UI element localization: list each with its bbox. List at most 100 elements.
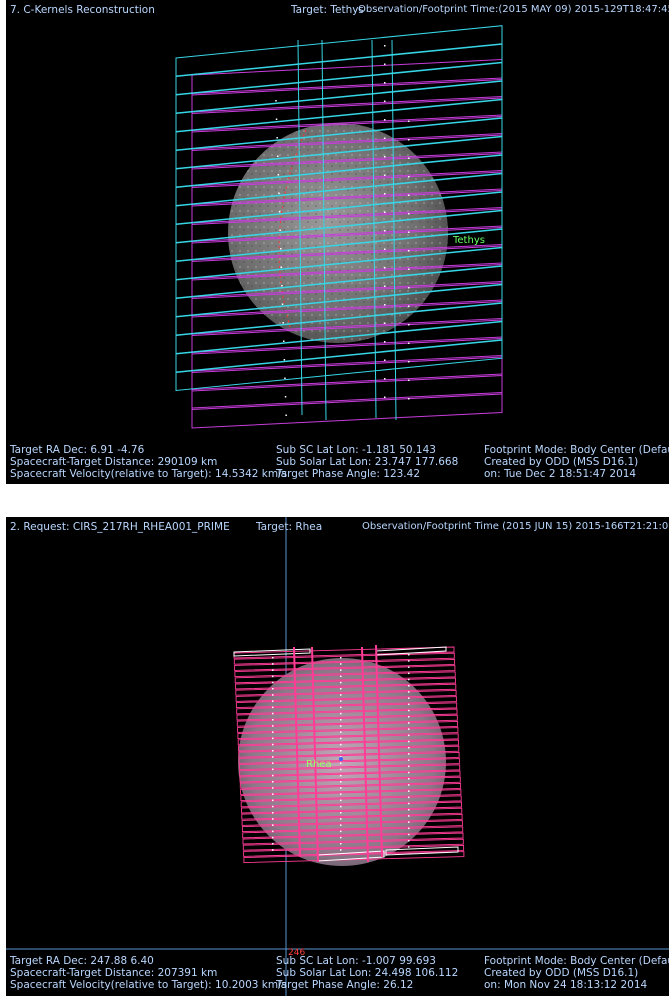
- panel1-footer-left: Target RA Dec: 6.91 -4.76 Spacecraft-Tar…: [10, 444, 287, 480]
- footprint-center-dot: [340, 787, 342, 789]
- footprint-cyan: [175, 43, 503, 96]
- footprint-center-dot: [408, 846, 410, 848]
- footprint-center-dot: [275, 100, 277, 102]
- footprint-pink: [239, 764, 461, 777]
- footprint-center-dot: [272, 836, 274, 839]
- footprint-center-dot: [272, 688, 274, 690]
- footprint-center-dot: [272, 743, 274, 746]
- footprint-center-dot: [284, 396, 287, 398]
- footprint-center-dot: [340, 781, 342, 783]
- footprint-pink: [234, 658, 456, 671]
- footprint-center-dot: [272, 818, 274, 820]
- footprint-center-dot: [278, 192, 280, 194]
- panel1-title: 7. C-Kernels Reconstruction: [10, 4, 155, 16]
- footprint-center-dot: [340, 669, 342, 671]
- footprint-center-dot: [272, 681, 274, 684]
- footprint-center-dot: [272, 750, 274, 752]
- footprint-center-dot: [278, 211, 281, 213]
- footprint-center-dot: [340, 688, 342, 690]
- footprint-center-dot: [384, 378, 386, 380]
- footprint-center-dot: [280, 266, 283, 268]
- footprint-center-dot: [340, 731, 342, 733]
- created-by: Created by ODD (MSS D16.1): [484, 967, 639, 979]
- spacecraft-target-distance: Spacecraft-Target Distance: 290109 km: [10, 456, 218, 468]
- footprint-column-line: [371, 39, 377, 419]
- footprint-pink: [235, 696, 457, 709]
- panel2-footer-middle: Sub SC Lat Lon: -1.007 99.693 Sub Solar …: [276, 955, 458, 991]
- footprint-white: [385, 846, 459, 856]
- footprint-center-dot: [408, 157, 410, 159]
- footprint-center-dot: [408, 740, 410, 743]
- footprint-center-dot: [272, 725, 274, 727]
- footprint-center-dot: [272, 843, 274, 845]
- footprint-magenta: [191, 391, 503, 429]
- target-ra-dec: Target RA Dec: 247.88 6.40: [10, 955, 154, 967]
- footprint-center-dot: [340, 762, 342, 764]
- footprint-pink: [241, 820, 463, 833]
- footprint-center-dot: [384, 211, 386, 213]
- footprint-center-dot: [272, 663, 274, 665]
- footprint-center-dot: [284, 377, 286, 379]
- tethys-footprint-panel: 7. C-Kernels Reconstruction Target: Teth…: [6, 0, 669, 484]
- footprint-center-dot: [340, 812, 342, 814]
- footprint-pink: [237, 727, 459, 740]
- footprint-center-dot: [272, 737, 274, 740]
- footprint-center-dot: [384, 82, 386, 84]
- target-phase-angle: Target Phase Angle: 123.42: [276, 468, 421, 480]
- footprint-center-dot: [408, 139, 410, 141]
- footprint-pink: [236, 702, 458, 715]
- axis-tick-label: 246: [288, 948, 306, 958]
- spacecraft-target-distance: Spacecraft-Target Distance: 207391 km: [10, 967, 218, 979]
- footprint-center-dot: [408, 703, 410, 706]
- rhea-footprint-grid: [233, 644, 465, 864]
- footprint-center-dot: [272, 793, 274, 795]
- footprint-center-dot: [408, 654, 410, 656]
- footprint-center-dot: [272, 669, 274, 671]
- footprint-pink: [236, 708, 458, 721]
- footprint-center-dot: [408, 287, 410, 289]
- footprint-center-dot: [272, 781, 274, 783]
- footprint-center-dot: [408, 821, 410, 823]
- footprint-column-line: [321, 39, 327, 421]
- panel1-footer-right: Footprint Mode: Body Center (Default) Cr…: [484, 444, 669, 480]
- footprint-center-dot: [408, 660, 410, 662]
- footprint-center-dot: [384, 248, 386, 250]
- footprint-center-dot: [272, 768, 274, 771]
- footprint-center-dot: [408, 840, 410, 842]
- footprint-center-dot: [272, 805, 274, 808]
- footprint-center-dot: [340, 793, 342, 795]
- footprint-center-dot: [408, 231, 410, 233]
- footprint-mode: Footprint Mode: Body Center (Default): [484, 444, 669, 456]
- footprint-center-dot: [408, 691, 410, 693]
- panel2-footer-right: Footprint Mode: Body Center (Default) Cr…: [484, 955, 669, 991]
- footprint-center-dot: [340, 706, 342, 709]
- footprint-center-dot: [384, 45, 386, 47]
- footprint-center-dot: [272, 731, 274, 733]
- footprint-center-dot: [340, 681, 342, 684]
- rhea-center-marker: [339, 757, 343, 761]
- footprint-center-dot: [408, 213, 410, 215]
- sub-solar-lat-lon: Sub Solar Lat Lon: 23.747 177.668: [276, 456, 459, 468]
- sub-sc-lat-lon: Sub SC Lat Lon: -1.007 99.693: [276, 955, 436, 967]
- footprint-center-dot: [408, 722, 410, 724]
- footprint-center-dot: [384, 100, 386, 102]
- footprint-center-dot: [408, 666, 410, 668]
- footprint-center-dot: [340, 750, 342, 752]
- footprint-center-dot: [408, 324, 410, 326]
- footprint-center-dot: [408, 250, 410, 252]
- footprint-pink: [242, 838, 464, 851]
- tethys-footprint-view: [175, 25, 503, 429]
- spacecraft-velocity: Spacecraft Velocity(relative to Target):…: [10, 468, 288, 480]
- footprint-pink: [238, 745, 460, 758]
- rhea-footprint-view: [6, 517, 669, 996]
- footprint-pink: [234, 671, 456, 684]
- sub-solar-lat-lon: Sub Solar Lat Lon: 24.498 106.112: [276, 967, 459, 979]
- footprint-center-dot: [384, 396, 386, 398]
- rhea-footprint-panel: 2. Request: CIRS_217RH_RHEA001_PRIME Tar…: [6, 517, 669, 996]
- footprint-center-dot: [408, 268, 410, 270]
- footprint-center-dot: [408, 809, 410, 811]
- footprint-column-line: [293, 646, 301, 858]
- footprint-center-dot: [408, 716, 410, 718]
- footprint-center-dot: [340, 743, 342, 746]
- footprint-center-dot: [408, 753, 410, 755]
